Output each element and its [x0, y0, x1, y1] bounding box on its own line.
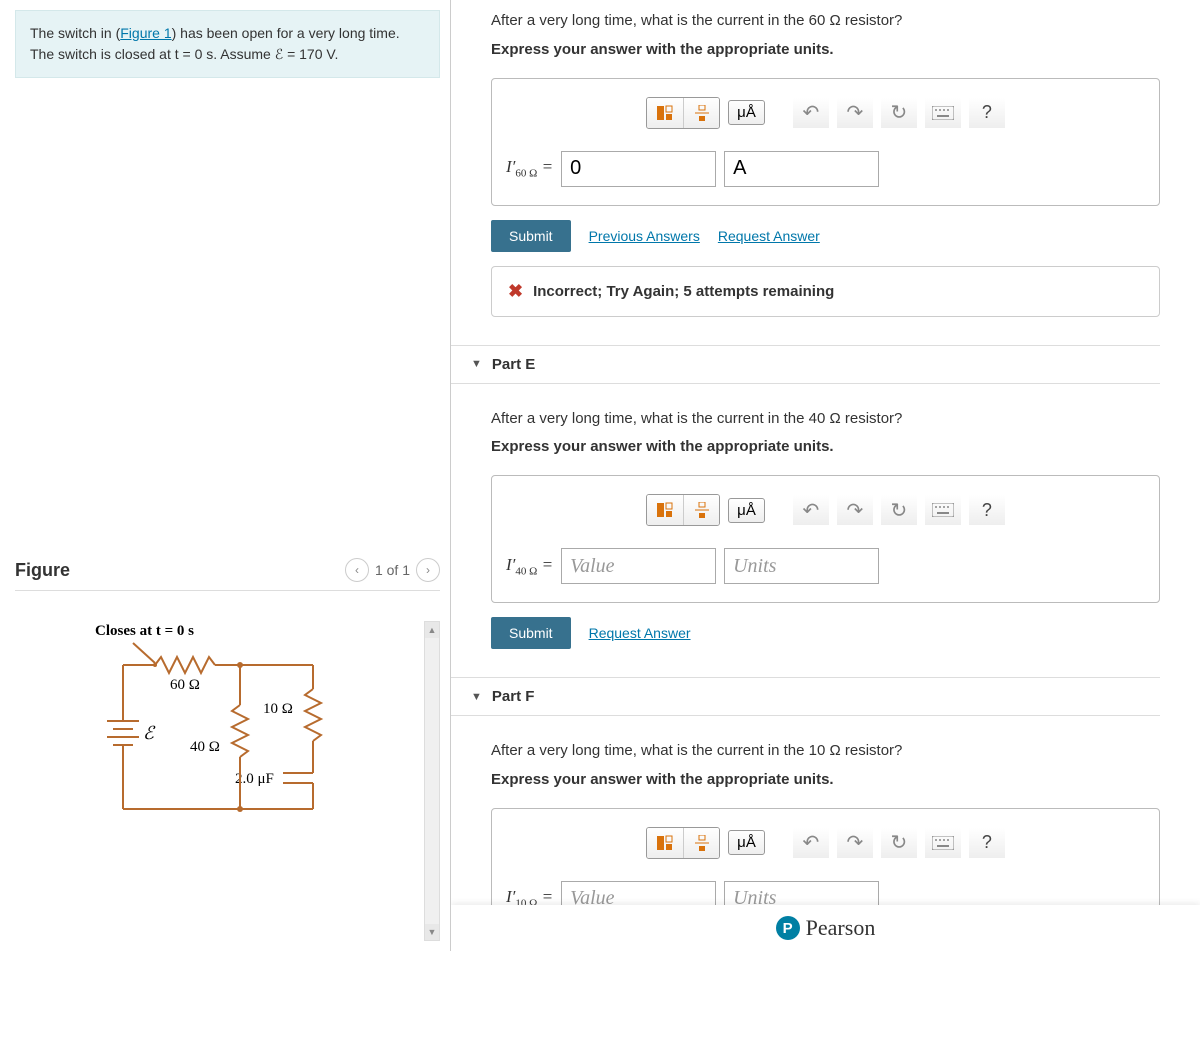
caret-down-icon: ▼ — [471, 691, 482, 703]
circuit-diagram: Closes at t = 0 s 60 Ω — [85, 621, 345, 844]
undo-icon[interactable]: ↶ — [793, 495, 829, 525]
parte-header[interactable]: ▼ Part E — [451, 345, 1160, 384]
parte-var-label: I′40 Ω = — [506, 555, 553, 577]
figure-counter: 1 of 1 — [375, 562, 410, 578]
redo-icon[interactable]: ↷ — [837, 495, 873, 525]
partd-previous-answers-link[interactable]: Previous Answers — [589, 228, 700, 244]
figure-link[interactable]: Figure 1 — [120, 25, 171, 41]
redo-icon[interactable]: ↷ — [837, 98, 873, 128]
fraction-icon[interactable] — [683, 495, 719, 525]
feedback-text: Incorrect; Try Again; 5 attempts remaini… — [533, 283, 834, 300]
units-button[interactable]: μÅ — [728, 498, 765, 523]
reset-icon[interactable]: ↻ — [881, 98, 917, 128]
partd-question: After a very long time, what is the curr… — [491, 10, 1160, 33]
parte-instruction: Express your answer with the appropriate… — [491, 438, 1160, 455]
partf-question: After a very long time, what is the curr… — [491, 740, 1160, 763]
incorrect-icon: ✖ — [508, 281, 523, 302]
problem-statement: The switch in (Figure 1) has been open f… — [15, 10, 440, 78]
pearson-logo-icon: P — [776, 916, 800, 940]
figure-title: Figure — [15, 560, 70, 581]
fraction-icon[interactable] — [683, 828, 719, 858]
parte-value-input[interactable] — [561, 548, 716, 584]
partd-instruction: Express your answer with the appropriate… — [491, 41, 1160, 58]
help-icon[interactable]: ? — [969, 98, 1005, 128]
keyboard-icon[interactable] — [925, 98, 961, 128]
partd-var-label: I′60 Ω = — [506, 157, 553, 179]
template-icon[interactable] — [647, 495, 683, 525]
template-icon[interactable] — [647, 828, 683, 858]
parte-units-input[interactable] — [724, 548, 879, 584]
switch-label: Closes at t = 0 s — [95, 623, 194, 639]
problem-text-prefix: The switch in ( — [30, 25, 120, 41]
parte-title: Part E — [492, 356, 535, 373]
keyboard-icon[interactable] — [925, 495, 961, 525]
partf-header[interactable]: ▼ Part F — [451, 677, 1160, 716]
partf-instruction: Express your answer with the appropriate… — [491, 771, 1160, 788]
partd-units-input[interactable] — [724, 151, 879, 187]
svg-text:10 Ω: 10 Ω — [263, 701, 293, 717]
scroll-up-button[interactable]: ▲ — [425, 622, 439, 638]
figure-prev-button[interactable]: ‹ — [345, 558, 369, 582]
partf-title: Part F — [492, 688, 535, 705]
partd-value-input[interactable] — [561, 151, 716, 187]
pearson-footer: P Pearson — [451, 905, 1200, 951]
svg-text:40 Ω: 40 Ω — [190, 739, 220, 755]
units-button[interactable]: μÅ — [728, 100, 765, 125]
partd-request-answer-link[interactable]: Request Answer — [718, 228, 820, 244]
figure-next-button[interactable]: › — [416, 558, 440, 582]
parte-answer-box: μÅ ↶ ↷ ↻ ? I′40 Ω = — [491, 475, 1160, 603]
redo-icon[interactable]: ↷ — [837, 828, 873, 858]
svg-text:ℰ: ℰ — [143, 723, 156, 743]
reset-icon[interactable]: ↻ — [881, 495, 917, 525]
pearson-brand: Pearson — [806, 915, 876, 941]
undo-icon[interactable]: ↶ — [793, 828, 829, 858]
figure-scrollbar[interactable]: ▲ ▼ — [424, 621, 440, 941]
fraction-icon[interactable] — [683, 98, 719, 128]
reset-icon[interactable]: ↻ — [881, 828, 917, 858]
partd-feedback: ✖ Incorrect; Try Again; 5 attempts remai… — [491, 266, 1160, 317]
scroll-down-button[interactable]: ▼ — [425, 924, 439, 940]
help-icon[interactable]: ? — [969, 828, 1005, 858]
help-icon[interactable]: ? — [969, 495, 1005, 525]
parte-question: After a very long time, what is the curr… — [491, 408, 1160, 431]
template-icon[interactable] — [647, 98, 683, 128]
keyboard-icon[interactable] — [925, 828, 961, 858]
units-button[interactable]: μÅ — [728, 830, 765, 855]
partd-answer-box: μÅ ↶ ↷ ↻ ? I′60 Ω = — [491, 78, 1160, 206]
parte-submit-button[interactable]: Submit — [491, 617, 571, 649]
svg-text:60 Ω: 60 Ω — [170, 677, 200, 693]
caret-down-icon: ▼ — [471, 358, 482, 370]
undo-icon[interactable]: ↶ — [793, 98, 829, 128]
partd-submit-button[interactable]: Submit — [491, 220, 571, 252]
parte-request-answer-link[interactable]: Request Answer — [589, 625, 691, 641]
